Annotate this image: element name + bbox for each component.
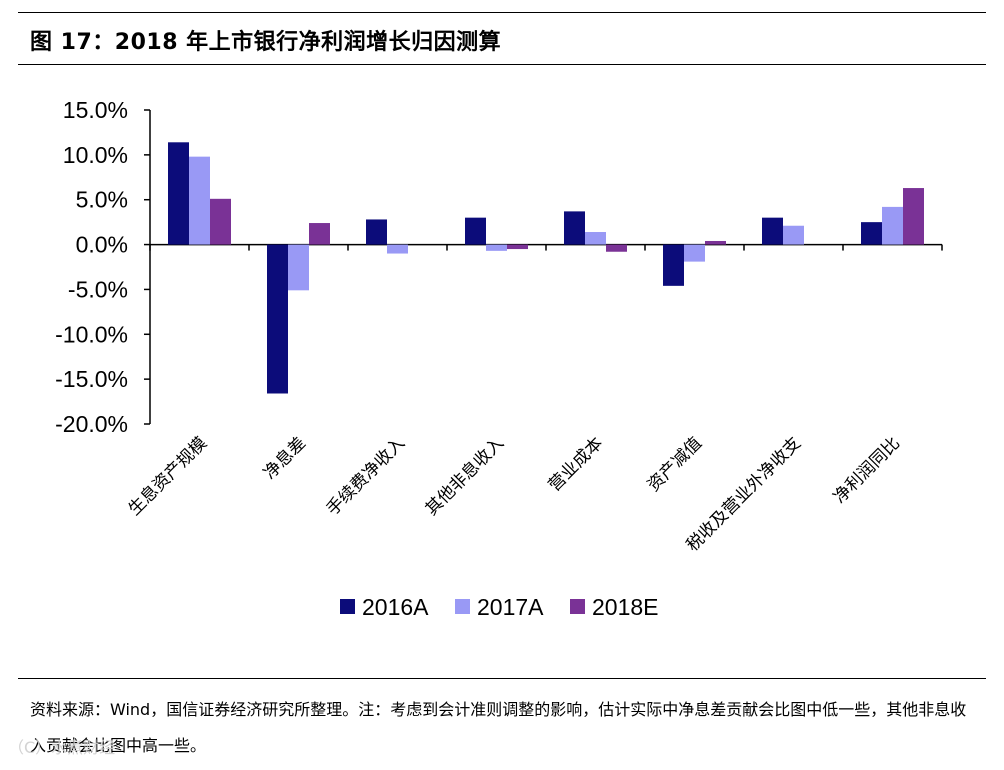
y-tick-label: 5.0% [76, 187, 128, 213]
x-category-label: 手续费净收入 [323, 433, 409, 519]
bar-2016A-6 [663, 244, 684, 286]
y-tick-label: 10.0% [63, 142, 128, 168]
legend-swatch-2018E [570, 599, 585, 614]
bar-2017A-5 [585, 232, 606, 245]
watermark: （C）水煮财经 [8, 738, 116, 757]
y-tick-label: -20.0% [55, 411, 128, 437]
bar-2018E-2 [309, 223, 330, 245]
chart-title: 图 17：2018 年上市银行净利润增长归因测算 [30, 30, 502, 55]
x-category-label: 净利润同比 [830, 433, 904, 507]
source-note: 资料来源：Wind，国信证券经济研究所整理。注：考虑到会计准则调整的影响，估计实… [30, 700, 967, 755]
bar-2018E-8 [903, 188, 924, 245]
bar-2016A-7 [762, 217, 783, 245]
bar-2017A-1 [189, 156, 210, 245]
bar-2018E-4 [507, 244, 528, 250]
bar-2017A-4 [486, 244, 507, 251]
legend-swatch-2016A [340, 599, 355, 614]
bar-2017A-2 [288, 244, 309, 291]
bar-2016A-5 [564, 211, 585, 245]
y-tick-label: -15.0% [55, 366, 128, 392]
bar-2018E-6 [705, 240, 726, 245]
bar-2017A-8 [882, 206, 903, 245]
legend-swatch-2017A [455, 599, 470, 614]
bar-2016A-1 [168, 142, 189, 245]
bar-2017A-6 [684, 244, 705, 262]
bar-2018E-5 [606, 244, 627, 252]
y-tick-label: 15.0% [63, 97, 128, 123]
bar-2017A-3 [387, 244, 408, 254]
bar-2016A-3 [366, 219, 387, 245]
bar-2016A-4 [465, 217, 486, 245]
top-rule [18, 12, 986, 13]
bar-chart: 15.0% 10.0% 5.0% 0.0% -5.0% -10.0% -15.0% -20.0… [55, 97, 943, 620]
x-category-label: 营业成本 [545, 433, 607, 495]
legend-label-2017A: 2017A [477, 594, 544, 620]
bar-2016A-8 [861, 222, 882, 245]
legend-label-2016A: 2016A [362, 594, 429, 620]
bottom-rule [18, 678, 986, 679]
x-category-label: 净息差 [260, 433, 310, 483]
x-category-label: 其他非息收入 [422, 433, 508, 519]
y-tick-label: -10.0% [55, 321, 128, 347]
y-tick-label: -5.0% [68, 276, 128, 302]
bar-2016A-2 [267, 244, 288, 394]
x-category-label: 生息资产规模 [125, 433, 211, 519]
legend-label-2018E: 2018E [592, 594, 659, 620]
y-tick-label: 0.0% [76, 232, 128, 258]
bar-2018E-1 [210, 198, 231, 245]
bar-2017A-7 [783, 225, 804, 245]
x-category-label: 资产减值 [644, 433, 706, 495]
title-rule [18, 64, 986, 65]
